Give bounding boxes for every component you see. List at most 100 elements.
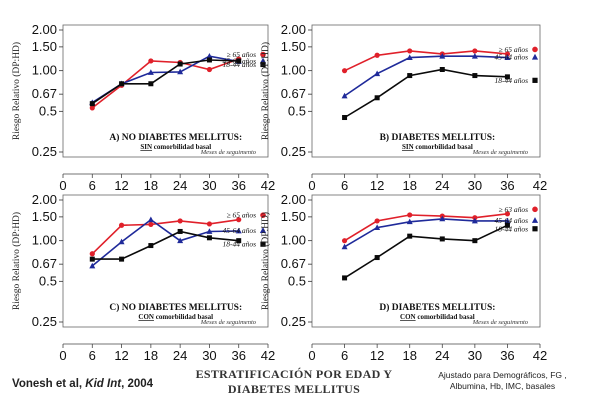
x-tick-label: 36	[500, 348, 514, 363]
data-point-a45_64	[504, 217, 511, 224]
y-tick-label: 2.00	[281, 192, 306, 207]
data-point-a18_44	[342, 115, 348, 121]
data-point-a45_64	[374, 70, 381, 77]
x-tick-label: 24	[173, 348, 187, 363]
series-line-ge65	[344, 50, 508, 72]
data-point-a45_64	[177, 68, 184, 75]
data-point-ge65	[206, 221, 213, 227]
data-point-a45_64	[439, 52, 446, 59]
legend-marker-ge65	[260, 51, 266, 58]
series-label: ≥ 65 años	[498, 45, 528, 54]
panel-subtitle: SIN comorbilidad basal	[402, 143, 473, 151]
series-line-ge65	[91, 218, 239, 255]
panel-subtitle: CON comorbilidad basal	[138, 313, 213, 321]
data-point-a18_44	[472, 238, 478, 244]
series-label: ≥ 65 años	[226, 50, 256, 59]
data-point-a45_64	[206, 228, 213, 234]
data-point-a18_44	[439, 67, 445, 73]
legend-marker-a45_64	[259, 227, 267, 233]
data-point-ge65	[89, 251, 95, 257]
panel-b: 0.25 0.5 0.67 1.00 1.50 2.00 Riesgo Relativo (…	[260, 22, 547, 193]
panel-a: 0.25 0.5 0.67 1.00 1.50 2.00 Riesgo Relativo (…	[11, 22, 275, 193]
y-tick-label: 0.67	[32, 256, 57, 271]
citation: Vonesh et al, Kid Int, 2004	[12, 378, 153, 390]
adjustment-note-line1: Ajustado para Demográficos, FG ,	[438, 370, 567, 380]
legend-marker-a18_44	[260, 61, 266, 68]
legend-marker-a18_44	[532, 77, 538, 83]
series-line-a18_44	[344, 224, 508, 279]
data-point-a18_44	[342, 275, 348, 281]
panel-subtitle-keyword: SIN	[402, 143, 414, 151]
x-tick-label: 24	[173, 178, 187, 193]
legend-marker-a45_64	[531, 53, 539, 60]
panel-subtitle-keyword: SIN	[140, 143, 152, 151]
data-point-ge65	[504, 211, 511, 217]
panel-d: 0.25 0.5 0.67 1.00 1.50 2.00 Riesgo Relativo (…	[260, 192, 547, 363]
y-tick-label: 0.67	[32, 86, 57, 101]
data-point-a45_64	[406, 54, 413, 60]
x-tick-label: 42	[533, 178, 547, 193]
data-point-ge65	[341, 68, 348, 74]
y-axis-label: Riesgo Relativo (DP:HD)	[11, 42, 22, 140]
citation-year: , 2004	[121, 378, 154, 390]
x-tick-label: 24	[435, 348, 449, 363]
data-point-a18_44	[236, 58, 242, 64]
data-point-a18_44	[504, 222, 510, 228]
figure-caption-line2: DIABETES MELLITUS	[227, 382, 361, 396]
y-tick-label: 0.25	[32, 144, 57, 159]
data-point-a18_44	[407, 73, 413, 79]
data-point-ge65	[148, 221, 154, 227]
y-tick-label: 1.50	[32, 39, 57, 54]
data-point-ge65	[148, 58, 154, 64]
x-tick-label: 18	[402, 178, 416, 193]
series-line-a45_64	[91, 55, 239, 104]
data-point-ge65	[472, 48, 478, 54]
data-point-a45_64	[147, 216, 154, 223]
data-point-ge65	[374, 52, 380, 58]
data-point-ge65	[504, 51, 511, 57]
plot-frame	[62, 24, 269, 158]
data-point-a18_44	[472, 73, 478, 79]
data-point-a18_44	[119, 81, 125, 87]
legend-marker-ge65	[260, 212, 266, 218]
panel-title: B) DIABETES MELLITUS:	[380, 132, 496, 143]
data-point-a45_64	[177, 237, 184, 244]
panel-c: 0.25 0.5 0.67 1.00 1.50 2.00 Riesgo Relativo (…	[11, 192, 275, 363]
x-tick-label: 42	[261, 178, 275, 193]
x-tick-label: 30	[468, 348, 482, 363]
data-point-a18_44	[439, 236, 445, 242]
data-point-a45_64	[89, 262, 96, 269]
x-tick-label: 12	[114, 178, 128, 193]
y-axis-label: Riesgo Relativo (DP:HD)	[260, 42, 271, 140]
data-point-a45_64	[147, 69, 154, 75]
y-tick-label: 0.5	[288, 273, 306, 288]
series-line-a45_64	[344, 218, 508, 248]
y-tick-label: 1.50	[281, 209, 306, 224]
x-tick-label: 0	[59, 348, 66, 363]
plot-frame	[311, 24, 541, 158]
data-point-a18_44	[177, 61, 183, 67]
y-tick-label: 1.00	[281, 233, 306, 248]
x-tick-label: 12	[114, 348, 128, 363]
data-point-a18_44	[374, 95, 380, 101]
data-point-ge65	[407, 48, 413, 54]
panel-subtitle-rest: comorbilidad basal	[152, 143, 211, 151]
x-tick-label: 0	[308, 178, 315, 193]
data-point-a18_44	[504, 74, 510, 80]
y-tick-label: 1.50	[281, 39, 306, 54]
data-point-a18_44	[374, 255, 380, 261]
figure-caption-line1: ESTRATIFICACIÓN POR EDAD Y	[195, 367, 393, 381]
data-point-a45_64	[374, 224, 381, 230]
adjustment-note-line2: Albumina, Hb, IMC, basales	[449, 381, 556, 391]
y-tick-label: 0.67	[281, 86, 306, 101]
y-tick-label: 0.5	[39, 273, 57, 288]
x-tick-label: 18	[144, 178, 158, 193]
panel-subtitle: CON comorbilidad basal	[400, 313, 475, 321]
y-axis-label: Riesgo Relativo (DP:HD)	[11, 212, 22, 310]
x-tick-label: 6	[341, 348, 348, 363]
data-point-a18_44	[148, 81, 154, 87]
data-point-ge65	[236, 217, 242, 223]
data-point-a18_44	[89, 256, 95, 262]
data-point-ge65	[89, 105, 95, 111]
data-point-a45_64	[118, 238, 125, 245]
